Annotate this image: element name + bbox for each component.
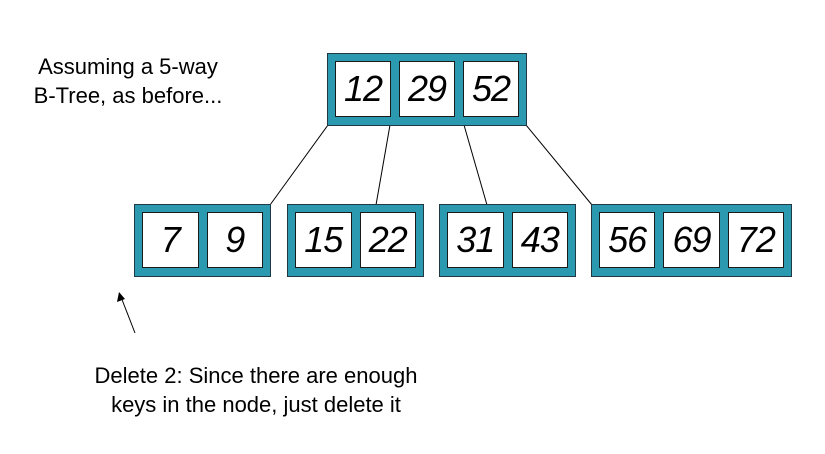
root-key-1: 12 — [335, 61, 391, 117]
root-key-3: 52 — [463, 61, 519, 117]
edge-root-child-3 — [463, 124, 488, 206]
child-3-key-1: 31 — [447, 212, 504, 268]
caption-bottom: Delete 2: Since there are enough keys in… — [60, 361, 452, 419]
caption-bottom-line1: Delete 2: Since there are enough — [94, 363, 418, 388]
caption-top-line1: Assuming a 5-way — [38, 54, 218, 79]
edge-root-child-1 — [269, 124, 329, 206]
root-node: 12 29 52 — [327, 53, 527, 126]
caption-bottom-line2: keys in the node, just delete it — [111, 392, 401, 417]
edge-root-child-2 — [375, 124, 391, 206]
child-2-key-1: 15 — [295, 212, 352, 268]
child-node-3: 31 43 — [439, 204, 576, 277]
child-4-key-2: 69 — [663, 212, 720, 268]
child-1-key-2: 9 — [206, 212, 263, 268]
child-4-key-3: 72 — [727, 212, 784, 268]
child-3-key-2: 43 — [511, 212, 568, 268]
child-1-key-1: 7 — [142, 212, 199, 268]
root-key-2: 29 — [399, 61, 455, 117]
child-4-key-1: 56 — [599, 212, 656, 268]
child-node-2: 15 22 — [287, 204, 424, 277]
delete-arrow-head — [117, 292, 125, 302]
child-node-1: 7 9 — [134, 204, 271, 277]
child-node-4: 56 69 72 — [591, 204, 792, 277]
child-2-key-2: 22 — [359, 212, 416, 268]
edge-root-child-4 — [525, 124, 593, 206]
caption-top: Assuming a 5-way B-Tree, as before... — [14, 52, 242, 110]
caption-top-line2: B-Tree, as before... — [33, 83, 223, 108]
delete-arrow-line — [120, 296, 136, 334]
